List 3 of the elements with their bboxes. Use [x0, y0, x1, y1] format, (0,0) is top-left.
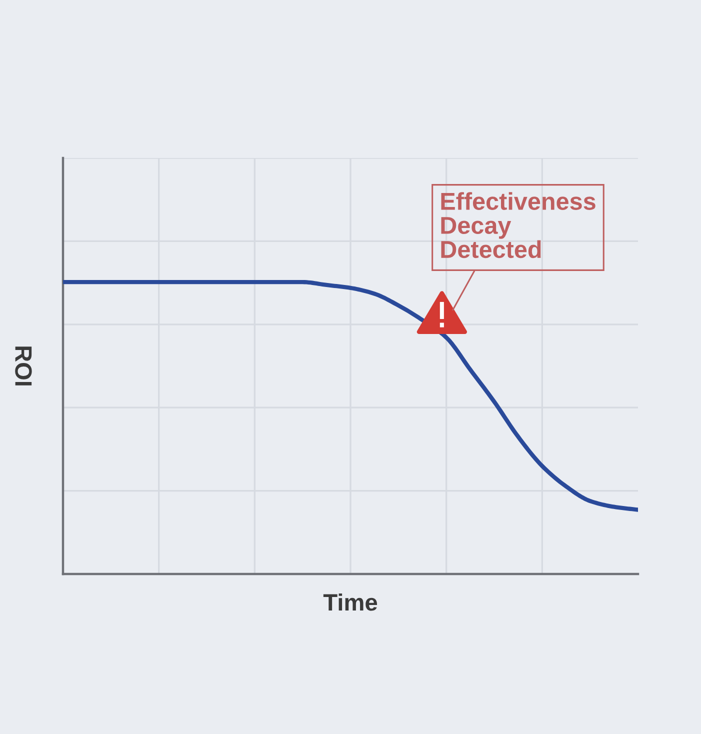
y-axis-title: ROI	[15, 346, 32, 386]
text: Effectiveness Decay Detected	[441, 192, 596, 258]
x-axis-title: Time	[323, 593, 378, 611]
